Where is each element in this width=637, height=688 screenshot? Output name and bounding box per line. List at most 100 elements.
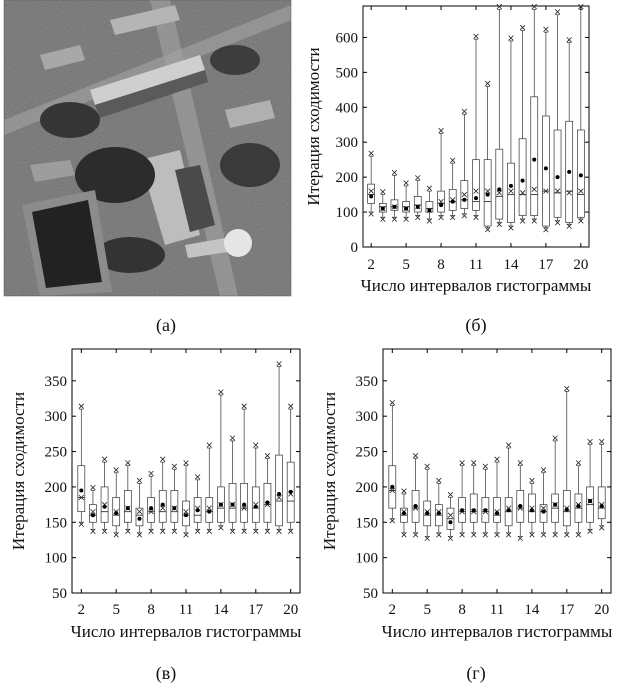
caption-b: (б) <box>465 315 486 336</box>
min-marker <box>473 214 479 221</box>
min-marker <box>125 528 131 534</box>
mean-dot <box>401 511 406 516</box>
mean-dot <box>172 506 177 511</box>
min-marker <box>438 214 444 221</box>
box-11 <box>182 460 190 538</box>
mean-dot <box>160 502 165 507</box>
max-marker <box>78 403 84 409</box>
max-marker <box>508 35 514 41</box>
max-marker <box>531 3 537 10</box>
percentile-marker <box>78 494 84 501</box>
box-18 <box>553 9 562 226</box>
y-tick-label: 150 <box>45 515 68 531</box>
min-marker <box>496 221 502 228</box>
max-marker <box>496 3 502 10</box>
percentile-marker <box>531 186 537 193</box>
x-tick-label: 20 <box>283 602 298 618</box>
mean-dot <box>520 178 525 183</box>
y-tick-label: 50 <box>363 586 378 602</box>
min-marker <box>288 528 294 534</box>
percentile-marker <box>447 512 454 518</box>
max-marker <box>575 460 582 466</box>
mean-dot <box>288 489 293 494</box>
percentile-marker <box>540 505 547 511</box>
percentile-marker <box>473 188 479 194</box>
mean-dot <box>555 175 560 180</box>
y-tick-label: 200 <box>356 480 379 496</box>
min-marker <box>264 528 271 534</box>
min-marker <box>389 518 395 524</box>
x-tick-label: 20 <box>594 602 609 618</box>
mean-dot <box>404 206 409 211</box>
mean-dot <box>242 502 247 507</box>
box-iqr <box>493 497 501 523</box>
mean-dot <box>207 509 212 514</box>
box-16 <box>530 3 539 224</box>
percentile-marker <box>160 505 166 511</box>
y-tick-label: 250 <box>356 445 379 461</box>
mean-dot <box>102 504 107 509</box>
box-8 <box>458 460 466 538</box>
box-6 <box>413 175 422 221</box>
min-marker <box>403 216 409 222</box>
max-marker <box>438 127 444 134</box>
min-marker <box>78 521 84 527</box>
box-iqr <box>275 454 283 527</box>
mean-dot <box>532 157 537 162</box>
x-tick-label: 14 <box>503 257 519 273</box>
mean-dot <box>471 508 476 513</box>
min-marker <box>401 532 407 538</box>
min-marker <box>578 218 584 224</box>
mean-dot <box>543 166 548 171</box>
mean-dot <box>390 484 395 489</box>
y-axis-label: Итерация сходимости <box>9 392 28 550</box>
mean-dot <box>474 196 478 201</box>
max-marker <box>426 185 433 191</box>
box-11 <box>472 33 480 221</box>
box-18 <box>263 453 272 534</box>
mean-dot <box>529 508 534 513</box>
max-marker <box>403 180 409 186</box>
max-marker <box>125 460 131 466</box>
mean-dot <box>495 511 499 516</box>
box-19 <box>586 438 594 534</box>
max-marker <box>218 389 224 395</box>
min-marker <box>148 528 154 534</box>
percentile-marker <box>90 508 96 515</box>
box-4 <box>390 169 399 222</box>
max-marker <box>436 477 442 484</box>
min-marker <box>508 225 514 231</box>
min-marker <box>531 218 537 224</box>
max-marker <box>564 385 570 392</box>
min-marker <box>368 211 374 217</box>
y-tick-label: 100 <box>356 551 379 567</box>
y-axis-label: Итерация сходимости <box>304 47 323 205</box>
box-3 <box>89 484 97 534</box>
min-marker <box>171 528 178 534</box>
percentile-marker <box>389 487 395 494</box>
box-8 <box>437 127 445 221</box>
max-marker <box>206 442 212 448</box>
percentile-marker <box>241 505 247 511</box>
box-10 <box>170 463 179 534</box>
mean-dot <box>413 504 418 509</box>
min-marker <box>253 528 259 534</box>
y-tick-label: 350 <box>45 374 68 390</box>
max-marker <box>450 157 456 163</box>
max-marker <box>148 470 154 477</box>
box-13 <box>205 442 214 534</box>
box-7 <box>446 491 455 542</box>
max-marker <box>113 467 119 473</box>
box-18 <box>574 460 583 538</box>
y-tick-label: 100 <box>45 551 68 567</box>
box-iqr <box>469 493 478 523</box>
x-tick-label: 11 <box>490 602 504 618</box>
box-iqr <box>507 162 515 223</box>
box-iqr <box>367 183 375 204</box>
box-5 <box>402 180 410 222</box>
mean-dot <box>497 187 502 192</box>
mean-dot <box>380 206 385 211</box>
max-marker <box>424 463 430 469</box>
mean-dot <box>483 508 488 513</box>
max-marker <box>461 108 468 115</box>
